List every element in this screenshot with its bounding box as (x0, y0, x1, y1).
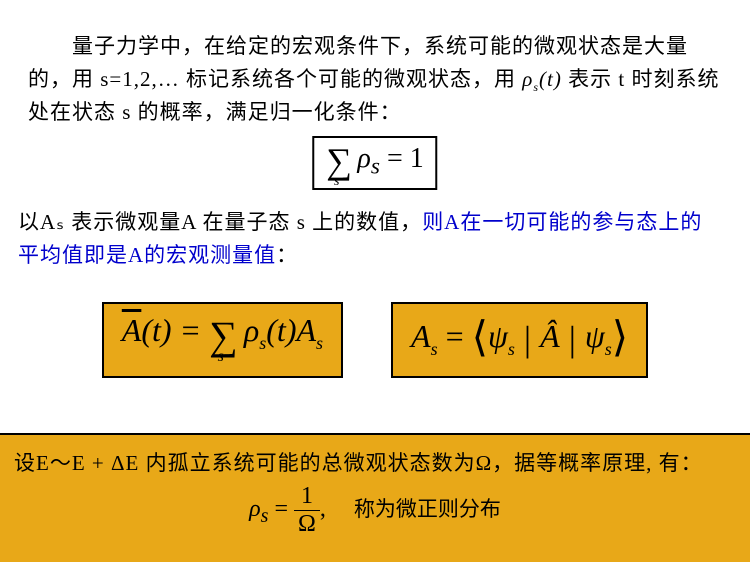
paragraph-2: 以Aₛ 表示微观量A 在量子态 s 上的数值，则A在一切可能的参与态上的平均值即… (18, 206, 722, 271)
A-bar: A (122, 312, 142, 348)
bottom-comma: , (320, 496, 326, 522)
eq2l-rho-arg: (t)A (266, 312, 316, 348)
frac-num: 1 (294, 483, 320, 511)
eq2l-A-sub: s (316, 333, 323, 353)
equation-average: A(t) = ∑sρs(t)As (102, 302, 343, 378)
equation-normalization: ∑sρs = 1 (312, 136, 437, 190)
paragraph-1: 量子力学中，在给定的宏观条件下，系统可能的微观状态是大量的，用 s=1,2,… … (28, 30, 722, 129)
eq2r-psi1: ψ (488, 318, 508, 354)
eq2r-bar2: | (560, 319, 585, 359)
bottom-rho: ρ (249, 496, 261, 522)
equation-microcanonical: ρs = 1Ω,称为微正则分布 (14, 483, 736, 538)
eq2r-A-sub: s (431, 339, 438, 359)
para2-before: 以Aₛ 表示微观量A 在量子态 s 上的数值， (18, 210, 422, 234)
bottom-eq: = (268, 496, 294, 522)
eq1-rhs: = 1 (380, 143, 424, 174)
eq2r-bar1: | (515, 319, 540, 359)
slide: 量子力学中，在给定的宏观条件下，系统可能的微观状态是大量的，用 s=1,2,… … (0, 0, 750, 562)
eq2l-arg: (t) = (141, 312, 209, 348)
equation-row: A(t) = ∑sρs(t)As As = ⟨ψs | Â | ψs⟩ (0, 302, 750, 378)
eq2r-A: A (411, 318, 431, 354)
sigma-sub: s (334, 174, 339, 189)
eq2r-psi1-sub: s (508, 339, 515, 359)
eq2l-sigma-sub: s (218, 348, 224, 365)
eq2r-rbracket: ⟩ (612, 315, 628, 361)
para2-after: ： (276, 243, 298, 267)
equation-matrix-element: As = ⟨ψs | Â | ψs⟩ (391, 302, 648, 378)
eq2r-psi2-sub: s (605, 339, 612, 359)
eq2r-lbracket: ⟨ (472, 315, 488, 361)
bottom-line1: 设E～E + ΔE 内孤立系统可能的总微观状态数为Ω，据等概率原理, 有： (14, 447, 736, 477)
frac-den: Ω (294, 511, 320, 538)
eq1-rho-sub: s (371, 154, 380, 180)
eq2r-psi2: ψ (585, 318, 605, 354)
eq2r-Ahat: Â (540, 318, 560, 354)
bottom-label: 称为微正则分布 (354, 497, 501, 521)
fraction: 1Ω (294, 483, 320, 538)
eq2l-rho-sub: s (259, 333, 266, 353)
bottom-band: 设E～E + ΔE 内孤立系统可能的总微观状态数为Ω，据等概率原理, 有： ρs… (0, 433, 750, 562)
eq1-rho: ρ (357, 143, 370, 174)
rho-symbol: ρ (522, 67, 533, 91)
eq2r-eq: = (438, 318, 472, 354)
eq2l-rho: ρ (244, 312, 259, 348)
rho-arg: (t) (539, 67, 562, 91)
